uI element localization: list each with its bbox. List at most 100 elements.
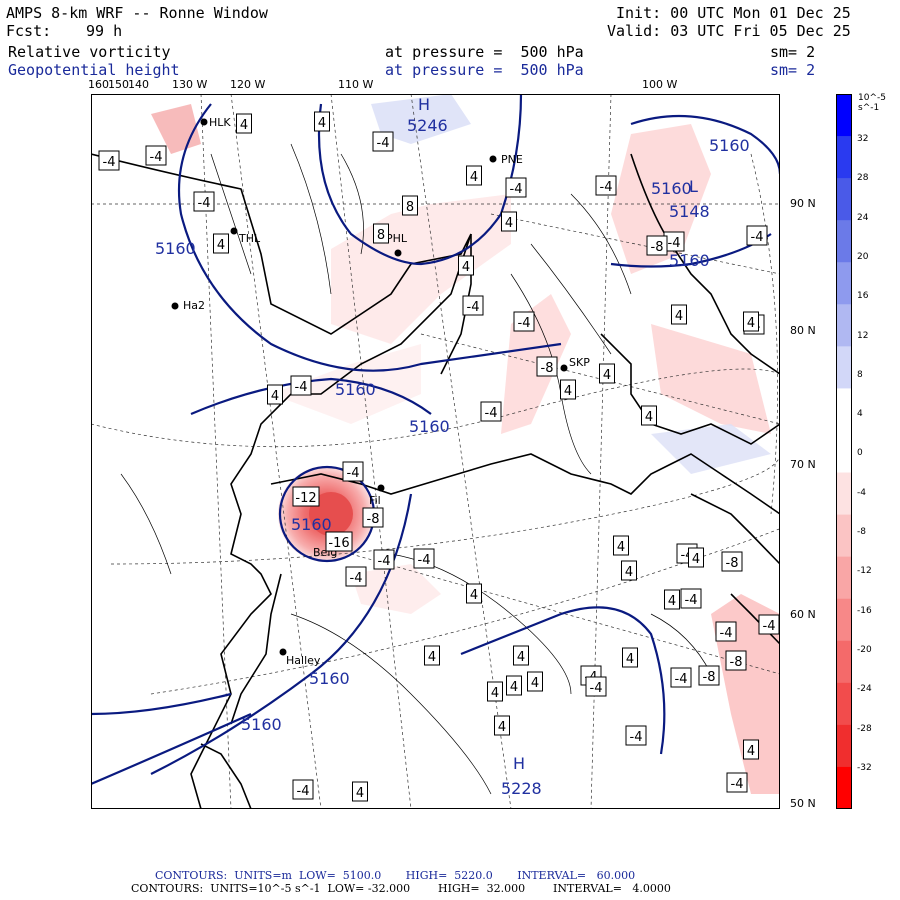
svg-text:-4: -4 (378, 554, 391, 569)
vorticity-label: -4 (292, 779, 314, 800)
vorticity-label: -4 (462, 295, 484, 316)
vorticity-label: -4 (290, 375, 312, 396)
svg-text:4: 4 (617, 540, 625, 555)
vorticity-label: 4 (458, 255, 474, 276)
lat-label: 90 N (790, 197, 816, 210)
vorticity-label: -8 (698, 665, 720, 686)
colorbar-cell (836, 136, 852, 179)
svg-text:4: 4 (517, 650, 525, 665)
vorticity-label: 4 (613, 535, 629, 556)
vorticity-label: 4 (501, 211, 517, 232)
vorticity-label: -4 (98, 150, 120, 171)
lon-label: 110 W (338, 78, 374, 91)
height-label: 5160 (409, 417, 450, 436)
svg-text:-4: -4 (485, 406, 498, 421)
colorbar-label: -8 (857, 527, 866, 537)
height-label: 5160 (669, 251, 710, 270)
vorticity-label: -4 (505, 177, 527, 198)
svg-text:-16: -16 (328, 536, 349, 551)
station-label: Ha2 (183, 299, 205, 312)
svg-text:4: 4 (692, 552, 700, 567)
svg-text:4: 4 (603, 368, 611, 383)
height-label: 5160 (291, 515, 332, 534)
colorbar-label: -32 (857, 762, 872, 773)
colorbar (836, 94, 852, 809)
svg-text:4: 4 (356, 786, 364, 801)
vorticity-label: 4 (664, 589, 680, 610)
lat-label: 70 N (790, 458, 816, 471)
high-marker: H (513, 754, 525, 773)
vorticity-label: 4 (599, 363, 615, 384)
svg-text:4: 4 (318, 116, 326, 131)
vorticity-label: -4 (680, 588, 702, 609)
station-label: Halley (286, 654, 321, 667)
station-label: SKP (569, 356, 590, 369)
svg-text:-4: -4 (198, 196, 211, 211)
colorbar-cell (836, 94, 852, 137)
vorticity-label: 4 (314, 111, 330, 132)
colorbar-cell (836, 220, 852, 263)
height-contours (91, 94, 780, 786)
vorticity-label: 4 (743, 311, 759, 332)
vorticity-label: -4 (625, 725, 647, 746)
vorticity-label: -4 (513, 311, 535, 332)
init-time: Init: 00 UTC Mon 01 Dec 25 (616, 4, 851, 22)
vorticity-label: -4 (193, 191, 215, 212)
height-label: 5160 (241, 715, 282, 734)
station-label: PNE (501, 153, 523, 166)
colorbar-label: -24 (857, 684, 872, 695)
colorbar-label: 32 (857, 134, 869, 144)
field1-name: Relative vorticity (8, 43, 171, 61)
colorbar-label: 8 (857, 369, 863, 380)
svg-text:4: 4 (531, 676, 539, 691)
svg-text:-4: -4 (377, 136, 390, 151)
colorbar-cell (836, 766, 852, 809)
vorticity-label: -8 (362, 507, 384, 528)
svg-text:-4: -4 (518, 316, 531, 331)
height-label: 5160 (155, 239, 196, 258)
low-marker: L (689, 177, 698, 196)
vorticity-label: 4 (267, 384, 283, 405)
svg-text:4: 4 (625, 565, 633, 580)
colorbar-cell (836, 262, 852, 305)
vorticity-label: 4 (487, 681, 503, 702)
vorticity-label: -4 (342, 461, 364, 482)
svg-text:-4: -4 (295, 380, 308, 395)
svg-text:4: 4 (626, 652, 634, 667)
svg-text:-4: -4 (103, 155, 116, 170)
vorticity-label: -8 (725, 650, 747, 671)
svg-text:-12: -12 (295, 491, 316, 506)
vorticity-label: 4 (494, 715, 510, 736)
lon-label: 140 (128, 78, 149, 91)
vorticity-label: -4 (372, 131, 394, 152)
svg-text:4: 4 (668, 594, 676, 609)
station-label: THL (238, 232, 261, 245)
vorticity-label: -12 (292, 486, 320, 507)
svg-text:-4: -4 (590, 681, 603, 696)
svg-text:-8: -8 (726, 556, 739, 571)
svg-text:-4: -4 (685, 593, 698, 608)
svg-text:-4: -4 (600, 180, 613, 195)
svg-text:-8: -8 (541, 361, 554, 376)
svg-text:8: 8 (377, 228, 385, 243)
svg-text:4: 4 (505, 216, 513, 231)
vorticity-label: -4 (585, 676, 607, 697)
vorticity-label: 4 (236, 113, 252, 134)
vorticity-label: -4 (670, 667, 692, 688)
svg-text:-4: -4 (510, 182, 523, 197)
high-marker: H (418, 95, 430, 114)
colorbar-label: 16 (857, 291, 869, 302)
height-label: 5246 (407, 116, 448, 135)
vorticity-label: -16 (325, 531, 353, 552)
svg-text:-8: -8 (367, 512, 380, 527)
field2-smooth: sm= 2 (770, 61, 816, 79)
svg-text:8: 8 (406, 200, 414, 215)
lon-label: 130 W (172, 78, 208, 91)
svg-text:4: 4 (747, 316, 755, 331)
height-label: 5160 (335, 380, 376, 399)
colorbar-cell (836, 430, 852, 474)
svg-text:-4: -4 (350, 571, 363, 586)
model-title: AMPS 8-km WRF -- Ronne Window (6, 4, 268, 22)
svg-text:-4: -4 (630, 730, 643, 745)
